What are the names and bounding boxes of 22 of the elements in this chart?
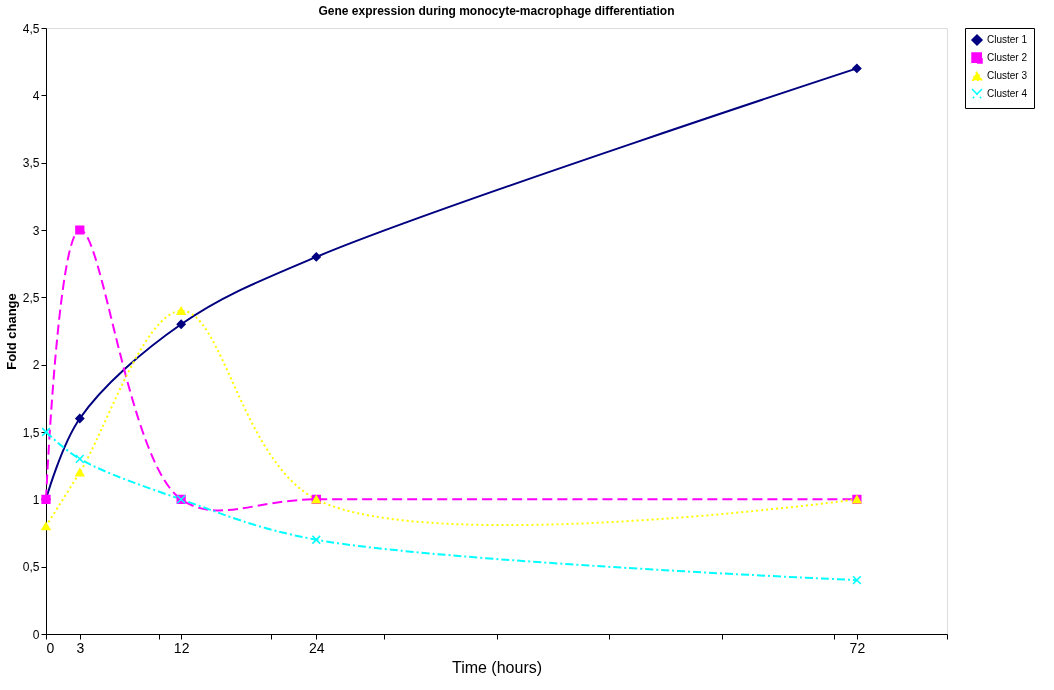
y-tick-label: 2 <box>32 358 40 373</box>
y-tick-label: 1 <box>32 492 40 507</box>
x-axis-title: Time (hours) <box>451 658 543 676</box>
y-tick-label: 4,5 <box>22 21 40 36</box>
legend-label: Cluster 4 <box>987 88 1028 99</box>
x-tick-label: 72 <box>849 639 866 656</box>
x-tick-label: 0 <box>46 639 55 656</box>
legend-label: Cluster 3 <box>987 70 1028 81</box>
y-tick-label: 3,5 <box>22 156 40 171</box>
y-tick-label: 2,5 <box>22 290 40 305</box>
y-tick-label: 1,5 <box>22 425 40 440</box>
x-tick-label: 12 <box>173 639 190 656</box>
chart-title: Gene expression during monocyte-macrophage differentiation <box>318 4 675 18</box>
legend-label: Cluster 2 <box>987 52 1028 63</box>
x-tick-label: 24 <box>309 639 325 656</box>
legend-label: Cluster 1 <box>987 34 1028 45</box>
y-tick-label: 0 <box>32 627 40 642</box>
x-tick-label: 3 <box>76 639 85 656</box>
y-tick-label: 4 <box>32 88 40 103</box>
y-tick-label: 0,5 <box>22 560 40 575</box>
y-axis-title: Fold change <box>3 293 19 370</box>
y-tick-label: 3 <box>32 223 40 238</box>
